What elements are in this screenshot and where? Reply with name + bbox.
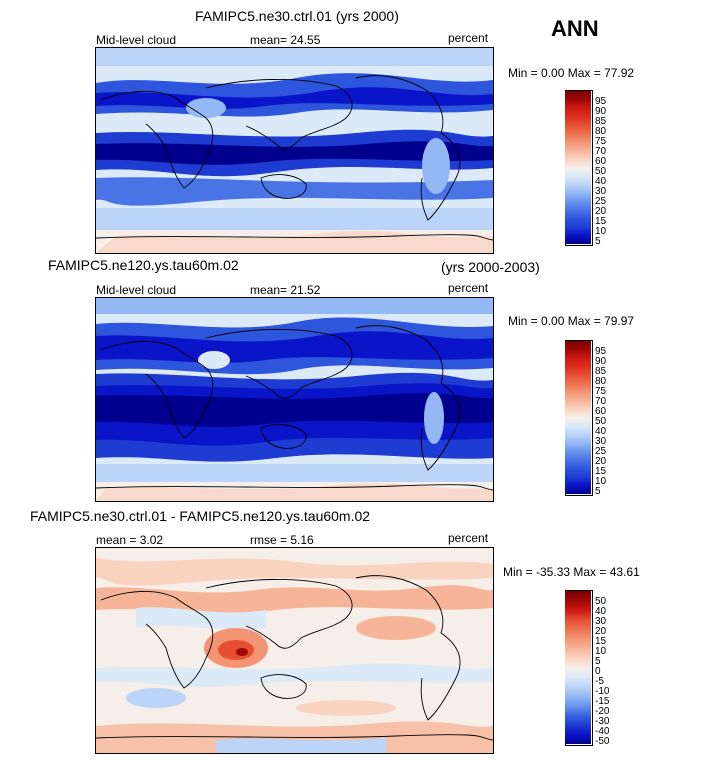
colorbar-label: 20: [595, 456, 607, 467]
colorbar-label: 25: [595, 196, 607, 207]
colorbar-label: -50: [595, 736, 610, 747]
colorbar-label: 85: [595, 116, 607, 127]
colorbar-label: 25: [595, 446, 607, 457]
colorbar-label: 20: [595, 206, 607, 217]
variable-label: Mid-level cloud: [96, 33, 177, 47]
colorbar-label: -40: [595, 726, 610, 737]
rmse-label: rmse = 5.16: [250, 533, 314, 547]
minmax-label: Min = 0.00 Max = 77.92: [508, 66, 635, 80]
contour-map: [96, 548, 493, 753]
colorbar-label: -30: [595, 716, 610, 727]
colorbar-label: 40: [595, 606, 607, 617]
mean-label: mean= 21.52: [250, 283, 321, 297]
colorbar-label: -20: [595, 706, 610, 717]
colorbar-label: 15: [595, 636, 607, 647]
colorbar-label: 80: [595, 376, 607, 387]
colorbar-label: 95: [595, 96, 607, 107]
colorbar-label: 30: [595, 186, 607, 197]
colorbar-label: -10: [595, 686, 610, 697]
colorbar-label: 70: [595, 396, 607, 407]
variable-label: Mid-level cloud: [96, 283, 177, 297]
colorbar-label: 10: [595, 646, 607, 657]
colorbar-label: 60: [595, 406, 607, 417]
colorbar-label: 50: [595, 166, 607, 177]
panel-title: FAMIPC5.ne30.ctrl.01 (yrs 2000): [195, 8, 399, 24]
units-label: percent: [448, 531, 489, 545]
colorbar-label: -15: [595, 696, 610, 707]
years-label: (yrs 2000-2003): [441, 259, 540, 275]
panel-title: FAMIPC5.ne30.ctrl.01 - FAMIPC5.ne120.ys.…: [30, 508, 371, 524]
colorbar-label: 85: [595, 366, 607, 377]
colorbar-label: 10: [595, 226, 607, 237]
contour-map: [96, 298, 493, 501]
colorbar-label: 90: [595, 356, 607, 367]
colorbar-label: 5: [595, 486, 601, 497]
colorbar-label: 15: [595, 216, 607, 227]
colorbar-swatches: [565, 341, 591, 494]
map-panel-3: [95, 547, 494, 754]
colorbar-label: 0: [595, 666, 601, 677]
colorbar-swatches: [565, 591, 591, 744]
panel-title: FAMIPC5.ne120.ys.tau60m.02: [48, 257, 239, 273]
colorbar-label: 90: [595, 106, 607, 117]
colorbar-label: 50: [595, 416, 607, 427]
colorbar-label: 80: [595, 126, 607, 137]
contour-map: [96, 48, 493, 253]
minmax-label: Min = 0.00 Max = 79.97: [508, 314, 635, 328]
mean-label: mean = 3.02: [96, 533, 164, 547]
colorbar-label: 10: [595, 476, 607, 487]
colorbar-label: 15: [595, 466, 607, 477]
colorbar-label: 40: [595, 176, 607, 187]
map-panel-1: [95, 47, 494, 254]
colorbar-label: 95: [595, 346, 607, 357]
colorbar-label: -5: [595, 676, 604, 687]
units-label: percent: [448, 281, 489, 295]
colorbar-label: 5: [595, 656, 601, 667]
colorbar-swatches: [565, 91, 591, 244]
colorbar-label: 30: [595, 616, 607, 627]
mean-label: mean= 24.55: [250, 33, 321, 47]
colorbar-label: 20: [595, 626, 607, 637]
colorbar-label: 75: [595, 386, 607, 397]
colorbar-label: 50: [595, 596, 607, 607]
colorbar-label: 40: [595, 426, 607, 437]
minmax-label: Min = -35.33 Max = 43.61: [503, 565, 640, 579]
colorbar-label: 75: [595, 136, 607, 147]
colorbar-label: 70: [595, 146, 607, 157]
units-label: percent: [448, 31, 489, 45]
season-label: ANN: [551, 16, 599, 41]
colorbar-label: 30: [595, 436, 607, 447]
colorbar-label: 60: [595, 156, 607, 167]
map-panel-2: [95, 297, 494, 502]
colorbar-label: 5: [595, 236, 601, 247]
